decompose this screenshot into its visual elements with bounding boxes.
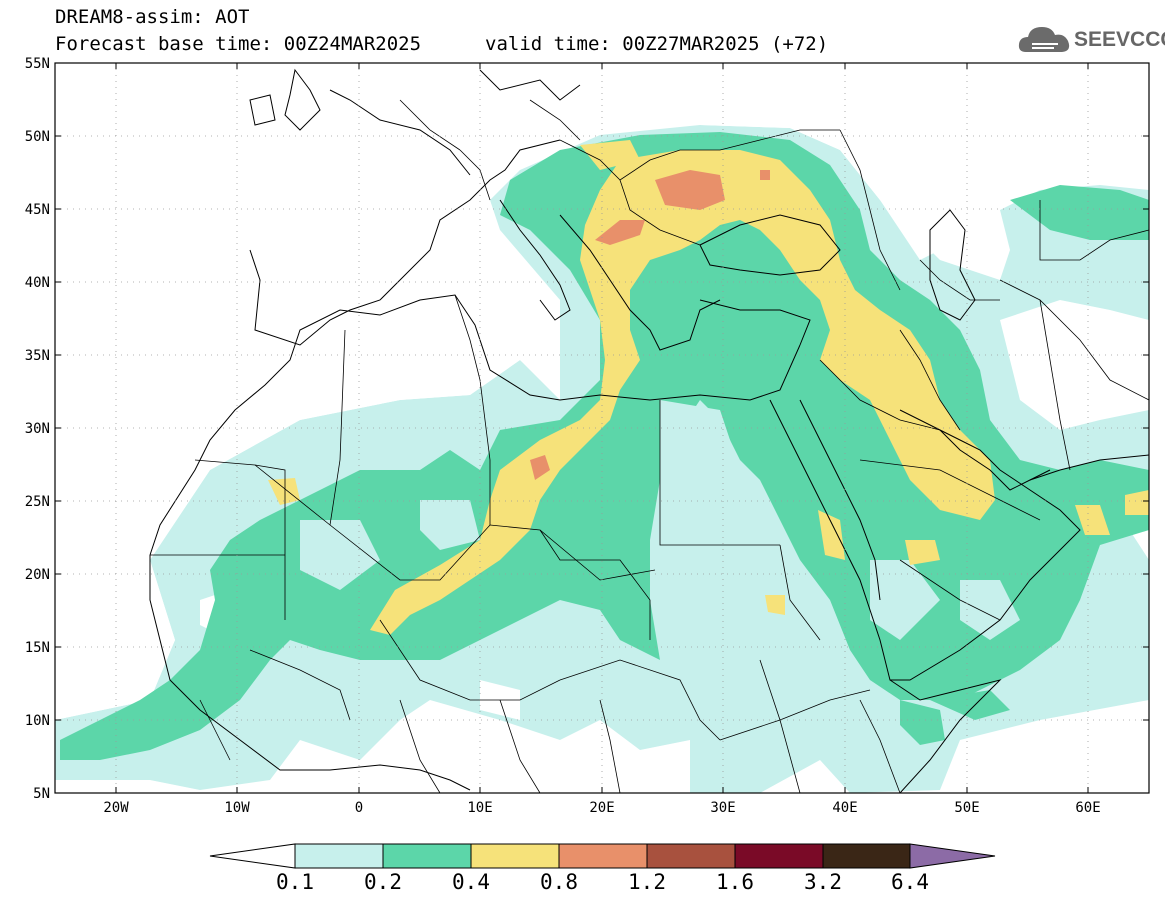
aot-band-0-4: [268, 140, 1149, 635]
lon-label: 40E: [832, 800, 857, 816]
lon-label: 60E: [1075, 800, 1100, 816]
colorbar-label: 3.2: [804, 870, 842, 894]
colorbar-swatch: [558, 843, 648, 869]
colorbar-swatch: [470, 843, 560, 869]
country-borders: [150, 99, 1149, 793]
lat-label: 20N: [25, 567, 50, 583]
aot-inner-low: [300, 400, 1020, 640]
colorbar-swatch: [822, 843, 911, 869]
colorbar-swatch: [294, 843, 384, 869]
latitude-labels: 55N 50N 45N 40N 35N 30N 25N 20N 15N 10N …: [25, 56, 50, 802]
lat-label: 25N: [25, 494, 50, 510]
colorbar-label: 6.4: [891, 870, 929, 894]
lat-label: 15N: [25, 640, 50, 656]
forecast-base-time: Forecast base time: 00Z24MAR2025: [55, 33, 422, 55]
lon-label: 0: [355, 800, 363, 816]
lon-label: 10E: [467, 800, 492, 816]
colorbar-swatch: [382, 843, 472, 869]
colorbar-label: 0.4: [452, 870, 490, 894]
lon-label: 20W: [103, 800, 129, 816]
axis-ticks: [55, 62, 1149, 794]
colorbar-label: 1.6: [716, 870, 754, 894]
lon-label: 50E: [954, 800, 979, 816]
lon-label: 30E: [710, 800, 735, 816]
colorbar-label: 1.2: [628, 870, 666, 894]
lon-label: 20E: [589, 800, 614, 816]
aot-field: [55, 63, 1149, 793]
colorbar-swatch: [734, 843, 824, 869]
cloud-icon: [1018, 27, 1070, 52]
colorbar: [209, 843, 996, 869]
colorbar-label: 0.8: [540, 870, 578, 894]
logo-text: SEEVCCC: [1074, 28, 1165, 51]
colorbar-swatch: [646, 843, 736, 869]
lon-label: 10W: [224, 800, 250, 816]
colorbar-label: 0.1: [276, 870, 314, 894]
aot-band-0-8: [530, 170, 770, 480]
colorbar-lower-triangle: [209, 843, 296, 869]
lat-label: 40N: [25, 275, 50, 291]
lat-label: 5N: [33, 786, 50, 802]
colorbar-label: 0.2: [364, 870, 402, 894]
coastlines: [149, 68, 1149, 793]
lat-label: 35N: [25, 348, 50, 364]
lat-label: 45N: [25, 202, 50, 218]
colorbar-upper-triangle: [909, 843, 996, 869]
lat-label: 50N: [25, 129, 50, 145]
seevccc-logo: SEEVCCC: [1018, 22, 1165, 62]
lat-label: 10N: [25, 713, 50, 729]
lat-label: 55N: [25, 56, 50, 72]
map-title: DREAM8-assim: AOT: [55, 6, 250, 28]
lat-lon-grid: [55, 63, 1149, 793]
longitude-labels: 20W 10W 0 10E 20E 30E 40E 50E 60E: [103, 800, 1100, 816]
lat-label: 30N: [25, 421, 50, 437]
valid-time: valid time: 00Z27MAR2025 (+72): [485, 33, 829, 55]
